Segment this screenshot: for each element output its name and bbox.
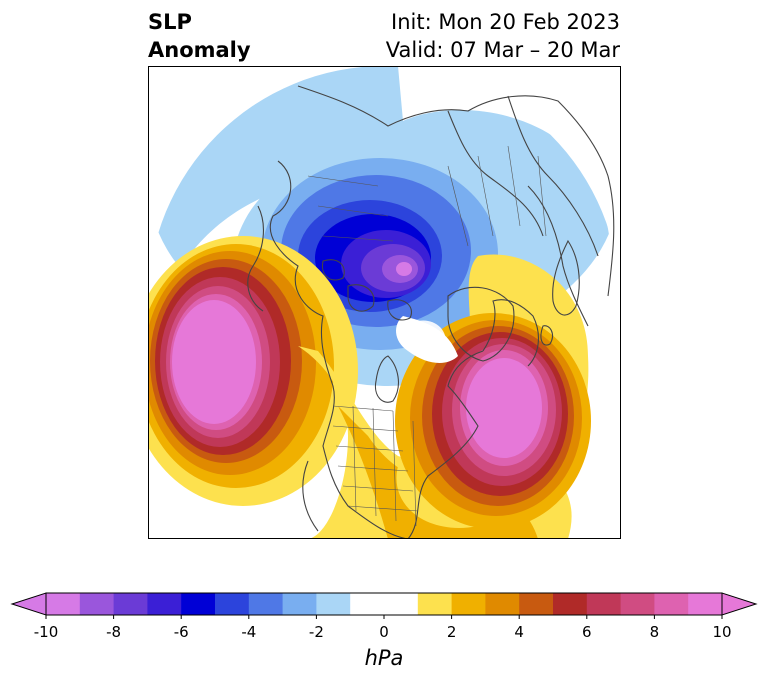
colorbar-bin xyxy=(113,593,148,615)
colorbar-tick-label: 2 xyxy=(447,623,457,641)
valid-range: Valid: 07 Mar – 20 Mar xyxy=(385,38,620,62)
title-line-2: Anomaly xyxy=(148,38,251,62)
init-date: Init: Mon 20 Feb 2023 xyxy=(391,10,620,34)
colorbar-bin xyxy=(282,593,317,615)
forecast-dates: Init: Mon 20 Feb 2023 Valid: 07 Mar – 20… xyxy=(386,8,620,64)
colorbar-min-extend xyxy=(10,592,47,616)
colorbar-bin xyxy=(46,593,81,615)
slp-anomaly-map xyxy=(148,66,621,539)
colorbar-tick-label: -4 xyxy=(241,623,256,641)
atlantic-high-anomaly xyxy=(395,254,591,529)
colorbar-bin xyxy=(451,593,486,615)
arctic-low-anomaly xyxy=(233,146,543,386)
colorbar-bin xyxy=(586,593,622,615)
colorbar-bin xyxy=(316,593,351,615)
colorbar-bin xyxy=(248,593,284,615)
colorbar-tick-label: -8 xyxy=(106,623,121,641)
map-frame xyxy=(148,66,621,539)
coastlines xyxy=(247,85,615,539)
colorbar-bin xyxy=(79,593,115,615)
colorbar-bin xyxy=(553,593,588,615)
colorbar-bin xyxy=(519,593,554,615)
colorbar-units: hPa xyxy=(364,646,404,670)
colorbar-bin xyxy=(654,593,689,615)
colorbar-tick-label: 8 xyxy=(650,623,660,641)
arctic-ocean-neutral xyxy=(417,320,447,349)
colorbar-bin xyxy=(417,593,453,615)
colorbar-bin xyxy=(350,593,385,615)
neutral-region xyxy=(398,66,621,326)
state-borders xyxy=(307,145,547,527)
colorbar: -10 -8 -6 -4 -2 0 2 4 6 8 10 xyxy=(10,592,758,641)
colorbar-bin xyxy=(620,593,655,615)
colorbar-tick-label: 4 xyxy=(514,623,524,641)
colorbar-tick-label: 6 xyxy=(582,623,592,641)
colorbar-tick-label: -2 xyxy=(309,623,324,641)
colorbar-bin xyxy=(181,593,216,615)
colorbar-max-extend xyxy=(721,592,758,616)
colorbar-tick-label: -10 xyxy=(34,623,59,641)
colorbar-tick-label: -6 xyxy=(174,623,189,641)
title-line-1: SLP xyxy=(148,10,192,34)
colorbar-bin xyxy=(485,593,520,615)
colorbar-tick-label: 0 xyxy=(379,623,389,641)
colorbar-tick-label: 10 xyxy=(712,623,731,641)
map-title: SLP Anomaly xyxy=(148,8,251,64)
colorbar-bin xyxy=(215,593,250,615)
colorbar-bin xyxy=(384,593,419,615)
colorbar-bin xyxy=(688,593,723,615)
colorbar-bin xyxy=(147,593,182,615)
